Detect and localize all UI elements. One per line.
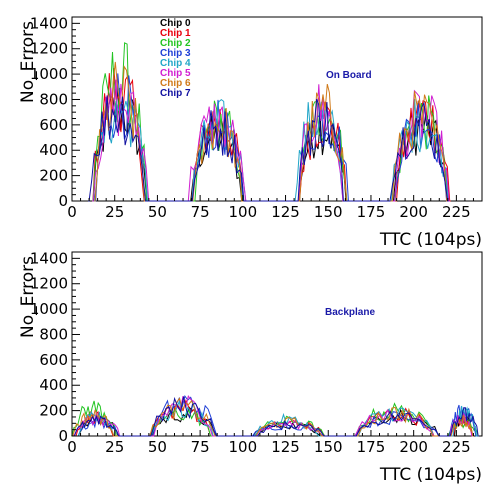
x-tick-label: 225 bbox=[442, 438, 471, 456]
y-axis-label: No_Errors bbox=[18, 21, 38, 103]
x-tick-label: 200 bbox=[399, 438, 428, 456]
panel-annotation: Backplane bbox=[325, 307, 375, 318]
series-line-chip-7 bbox=[88, 95, 449, 202]
y-tick-label: 1200 bbox=[30, 275, 68, 293]
panel-on-board: 0 25 50 75 100 125 150 175 200 225 0 200 400 600 800 1… bbox=[18, 14, 483, 250]
x-tick-label: 0 bbox=[67, 203, 77, 221]
x-tick-label: 75 bbox=[191, 203, 210, 221]
x-tick-label: 175 bbox=[357, 203, 386, 221]
x-tick-label: 125 bbox=[271, 438, 300, 456]
legend-entry: Chip 2 bbox=[160, 38, 191, 49]
y-tick-label: 400 bbox=[39, 141, 68, 159]
x-tick-label: 225 bbox=[442, 203, 471, 221]
panel-backplane: 0 25 50 75 100 125 150 175 200 225 0 200 400 600 800 1… bbox=[18, 249, 483, 485]
x-axis-label: TTC (104ps) bbox=[379, 465, 482, 485]
series-line-chip-7 bbox=[73, 396, 479, 437]
x-axis-ticks: 0 25 50 75 100 125 150 175 200 225 bbox=[67, 430, 483, 456]
legend-entry: Chip 3 bbox=[160, 48, 191, 59]
y-axis-ticks: 0 200 400 600 800 1000 1200 1400 bbox=[30, 14, 80, 210]
series-line-chip-3 bbox=[94, 73, 448, 202]
series-line-chip-3 bbox=[77, 394, 477, 437]
x-tick-label: 125 bbox=[271, 203, 300, 221]
x-tick-label: 25 bbox=[105, 203, 124, 221]
series-layer bbox=[88, 42, 451, 202]
legend-entry: Chip 1 bbox=[160, 28, 191, 39]
x-tick-label: 50 bbox=[148, 438, 167, 456]
y-tick-label: 0 bbox=[58, 427, 68, 445]
y-tick-label: 600 bbox=[39, 351, 68, 369]
y-tick-label: 400 bbox=[39, 376, 68, 394]
y-tick-label: 0 bbox=[58, 192, 68, 210]
legend-entry: Chip 7 bbox=[160, 88, 191, 99]
y-axis-label: No_Errors bbox=[18, 256, 38, 338]
x-tick-label: 100 bbox=[229, 438, 258, 456]
x-tick-label: 175 bbox=[357, 438, 386, 456]
legend-entry: Chip 5 bbox=[160, 68, 191, 79]
y-tick-label: 1000 bbox=[30, 65, 68, 83]
panel-annotation: On Board bbox=[326, 70, 372, 81]
y-tick-label: 800 bbox=[39, 325, 68, 343]
y-tick-label: 1400 bbox=[30, 249, 68, 267]
legend-entry: Chip 4 bbox=[160, 58, 191, 69]
x-tick-label: 150 bbox=[314, 203, 343, 221]
y-tick-label: 200 bbox=[39, 402, 68, 420]
y-axis-ticks: 0 200 400 600 800 1000 1200 1400 bbox=[30, 249, 80, 445]
x-tick-label: 100 bbox=[229, 203, 258, 221]
y-tick-label: 800 bbox=[39, 90, 68, 108]
y-tick-label: 200 bbox=[39, 167, 68, 185]
legend-entry: Chip 6 bbox=[160, 78, 191, 89]
x-tick-label: 50 bbox=[148, 203, 167, 221]
y-tick-label: 1000 bbox=[30, 300, 68, 318]
series-layer bbox=[71, 394, 479, 437]
x-tick-label: 0 bbox=[67, 438, 77, 456]
plot-frame bbox=[71, 251, 483, 437]
x-tick-label: 75 bbox=[191, 438, 210, 456]
x-tick-label: 25 bbox=[105, 438, 124, 456]
x-tick-label: 200 bbox=[399, 203, 428, 221]
x-axis-ticks: 0 25 50 75 100 125 150 175 200 225 bbox=[67, 195, 483, 221]
x-axis-label: TTC (104ps) bbox=[379, 230, 482, 250]
y-tick-label: 600 bbox=[39, 116, 68, 134]
y-tick-label: 1200 bbox=[30, 40, 68, 58]
series-line-chip-6 bbox=[71, 397, 474, 437]
y-tick-label: 1400 bbox=[30, 14, 68, 32]
x-tick-label: 150 bbox=[314, 438, 343, 456]
legend-entry: Chip 0 bbox=[160, 18, 191, 29]
